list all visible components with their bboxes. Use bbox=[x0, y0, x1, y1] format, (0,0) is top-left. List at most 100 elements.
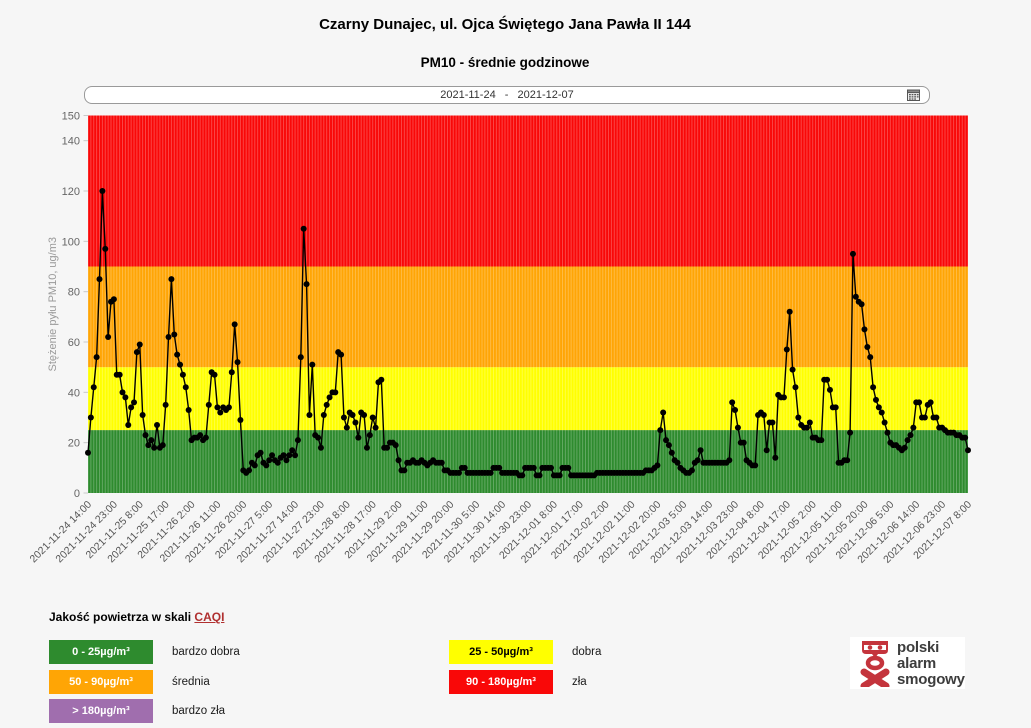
pm10-point bbox=[303, 281, 310, 288]
pm10-point bbox=[772, 454, 779, 461]
pm10-point bbox=[875, 404, 882, 411]
pm10-point bbox=[438, 459, 445, 466]
pm10-point bbox=[663, 437, 670, 444]
pm10-point bbox=[752, 462, 759, 469]
pm10-point bbox=[162, 401, 169, 408]
legend-label-very-good: bardzo dobra bbox=[172, 646, 240, 658]
pm10-point bbox=[326, 394, 333, 401]
pm10-point bbox=[783, 346, 790, 353]
pm10-point bbox=[125, 422, 132, 429]
pm10-point bbox=[832, 404, 839, 411]
legend-badge-medium: 50 - 90µg/m³ bbox=[49, 670, 153, 694]
pm10-point bbox=[384, 444, 391, 451]
pm10-point bbox=[214, 404, 221, 411]
pm10-point bbox=[292, 452, 299, 459]
pm10-point bbox=[927, 399, 934, 406]
pm10-point bbox=[237, 417, 244, 424]
pm10-point bbox=[789, 366, 796, 373]
legend-row-very-good: 0 - 25µg/m³ bardzo dobra bbox=[49, 640, 389, 664]
pm10-point bbox=[818, 437, 825, 444]
pm10-point bbox=[355, 434, 362, 441]
pm10-point bbox=[861, 326, 868, 333]
pm10-point bbox=[858, 301, 865, 308]
pm10-point bbox=[657, 427, 664, 434]
pm10-point bbox=[179, 371, 186, 378]
pm10-point bbox=[732, 406, 739, 413]
pm10-point bbox=[401, 467, 408, 474]
pm10-point bbox=[286, 452, 293, 459]
pm10-point bbox=[870, 384, 877, 391]
pm10-point bbox=[697, 447, 704, 454]
pm10-point bbox=[674, 459, 681, 466]
pm10-point bbox=[654, 462, 661, 469]
pm10-point bbox=[90, 384, 97, 391]
logo-line-3: smogowy bbox=[897, 671, 965, 688]
caqi-band bbox=[88, 266, 968, 368]
legend-label-bad: zła bbox=[572, 676, 587, 688]
pm10-point bbox=[852, 293, 859, 300]
pm10-point bbox=[487, 469, 494, 476]
pm10-point bbox=[274, 459, 281, 466]
y-tick-label: 80 bbox=[68, 287, 80, 299]
pm10-point bbox=[136, 341, 143, 348]
pm10-point bbox=[323, 401, 330, 408]
calendar-icon[interactable] bbox=[907, 89, 920, 101]
pm10-point bbox=[795, 414, 802, 421]
y-tick-label: 40 bbox=[68, 387, 80, 399]
pm10-point bbox=[105, 333, 112, 340]
y-tick-label: 60 bbox=[68, 337, 80, 349]
pm10-point bbox=[99, 188, 106, 194]
pm10-point bbox=[734, 424, 741, 431]
page-subtitle: PM10 - średnie godzinowe bbox=[420, 55, 590, 70]
legend-row-bad: 90 - 180µg/m³ zła bbox=[449, 670, 789, 694]
pm10-point bbox=[349, 411, 356, 418]
pm10-point bbox=[202, 434, 209, 441]
pm10-point bbox=[217, 409, 224, 416]
pm10-point bbox=[317, 444, 324, 451]
pm10-point bbox=[740, 439, 747, 446]
pm10-point bbox=[763, 447, 770, 454]
pm10-point bbox=[910, 424, 917, 431]
pm10-point bbox=[225, 404, 232, 411]
pm10-point bbox=[878, 409, 885, 416]
pm10-point bbox=[154, 422, 161, 429]
y-tick-label: 0 bbox=[74, 488, 80, 500]
pm10-point bbox=[688, 467, 695, 474]
y-tick-label: 20 bbox=[68, 438, 80, 450]
pm10-point bbox=[145, 442, 152, 449]
pm10-point bbox=[96, 276, 103, 283]
pm10-point bbox=[849, 250, 856, 257]
y-tick-label: 150 bbox=[62, 111, 80, 123]
pm10-point bbox=[361, 411, 368, 418]
legend-label-very-bad: bardzo zła bbox=[172, 705, 226, 717]
pm10-point bbox=[231, 321, 238, 328]
caqi-heading-text: Jakość powietrza w skali bbox=[49, 610, 192, 624]
caqi-band bbox=[88, 367, 968, 431]
logo-line-1: polski bbox=[897, 639, 940, 656]
pm10-point bbox=[148, 437, 155, 444]
pm10-point bbox=[139, 411, 146, 418]
pm10-point bbox=[289, 447, 296, 454]
pm10-point bbox=[151, 444, 158, 451]
caqi-band bbox=[88, 115, 968, 267]
pm10-point bbox=[395, 457, 402, 464]
polski-alarm-smogowy-logo: polski alarm smogowy bbox=[850, 637, 965, 689]
pm10-point bbox=[962, 434, 969, 441]
pm10-point bbox=[102, 245, 109, 252]
caqi-link[interactable]: CAQI bbox=[194, 610, 225, 624]
date-range-picker[interactable]: 2021-11-24 - 2021-12-07 bbox=[84, 86, 930, 104]
y-tick-label: 140 bbox=[62, 136, 80, 148]
pm10-point bbox=[769, 419, 776, 426]
pm10-point bbox=[372, 424, 379, 431]
pm10-point bbox=[803, 424, 810, 431]
pm10-point bbox=[519, 472, 526, 479]
pm10-point bbox=[904, 437, 911, 444]
pm10-point bbox=[694, 457, 701, 464]
pm10-point bbox=[867, 354, 874, 361]
pm10-point bbox=[246, 467, 253, 474]
pm10-point bbox=[309, 361, 316, 368]
date-range-value: 2021-11-24 - 2021-12-07 bbox=[440, 89, 574, 101]
pm10-point bbox=[266, 457, 273, 464]
pm10-point bbox=[668, 449, 675, 456]
